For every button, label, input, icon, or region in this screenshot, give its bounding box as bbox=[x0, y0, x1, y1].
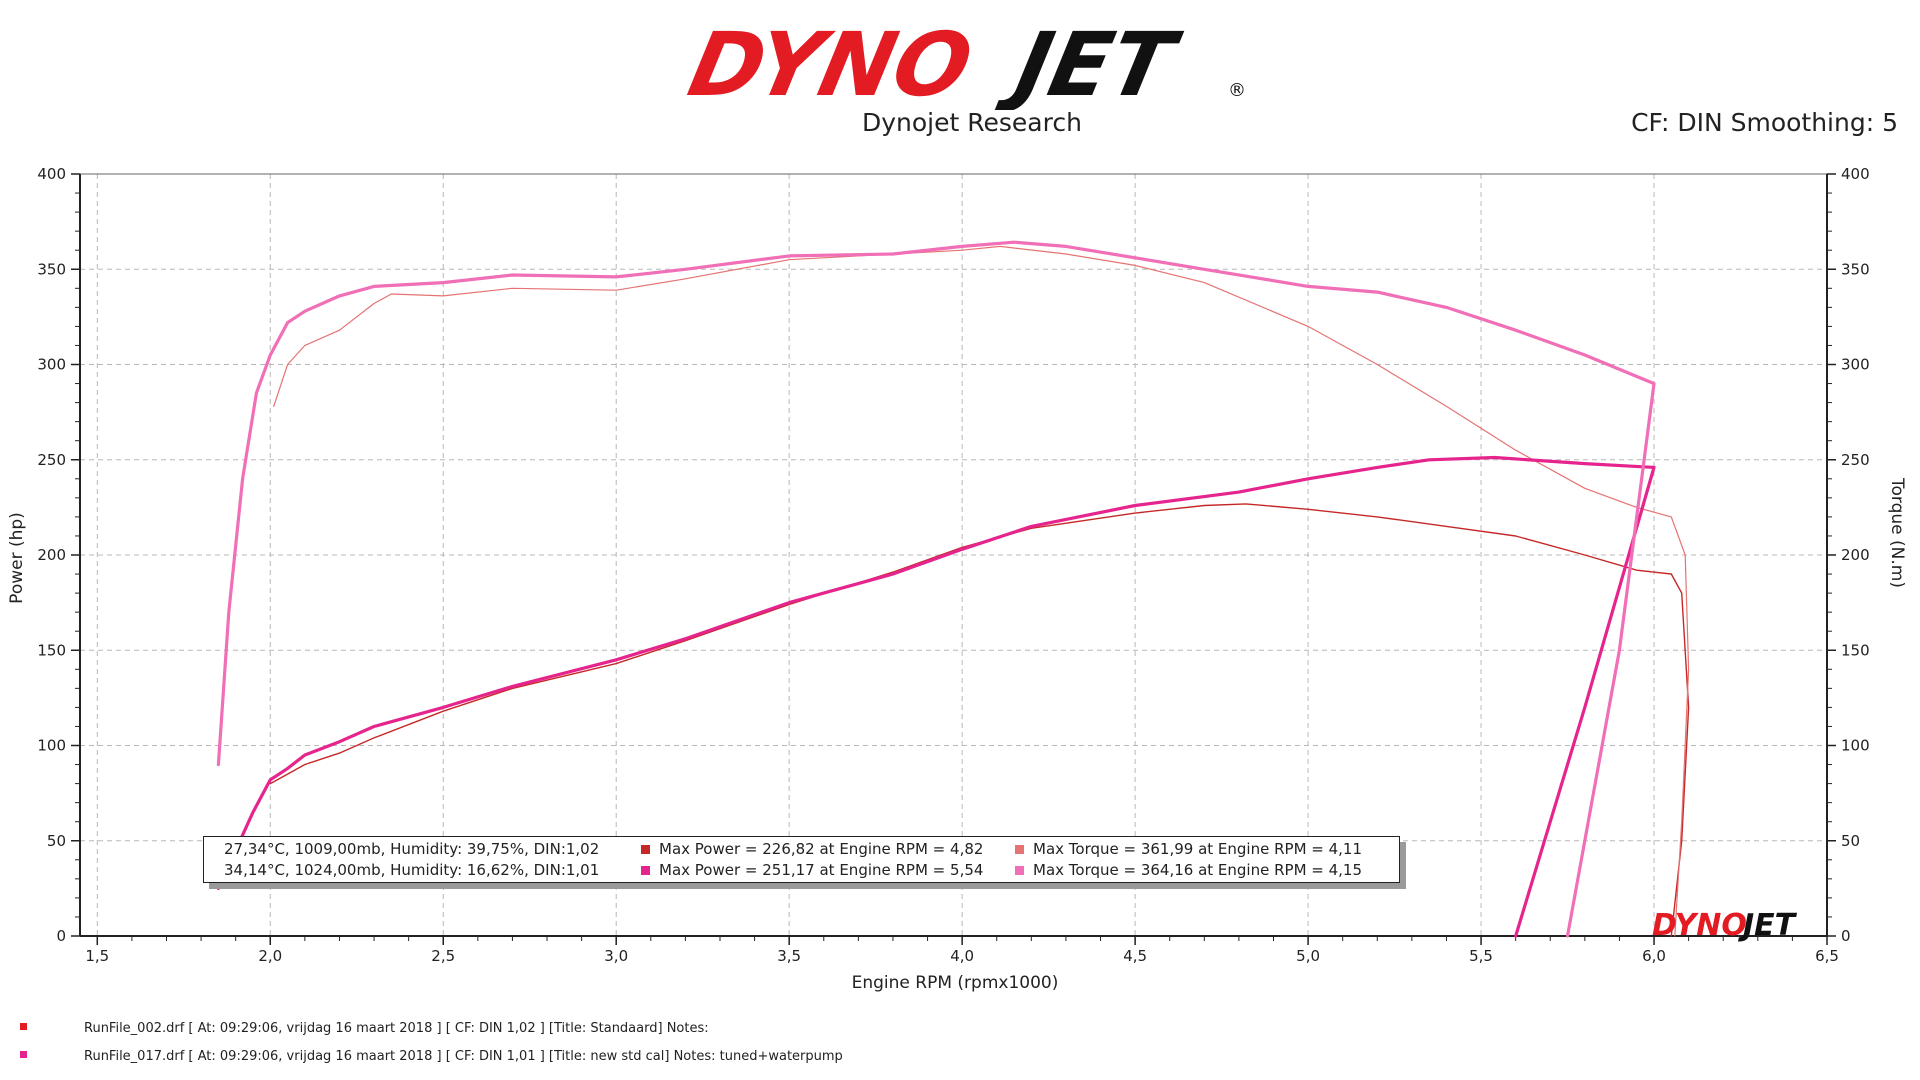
footer-run-2: RunFile_017.drf [ At: 09:29:06, vrijdag … bbox=[0, 1049, 1000, 1067]
y-axis-title-left: Power (hp) bbox=[7, 512, 27, 604]
y-tick-label-left: 50 bbox=[47, 832, 66, 850]
watermark-jet: JET bbox=[1738, 908, 1798, 943]
y-tick-label-left: 0 bbox=[56, 927, 66, 945]
x-tick-label: 3,5 bbox=[777, 947, 801, 965]
legend-row-run1: 27,34°C, 1009,00mb, Humidity: 39,75%, DI… bbox=[204, 838, 1399, 860]
y-tick-label-right: 400 bbox=[1841, 165, 1870, 183]
legend: 27,34°C, 1009,00mb, Humidity: 39,75%, DI… bbox=[203, 836, 1400, 883]
legend-max-torque: Max Torque = 364,16 at Engine RPM = 4,15 bbox=[1033, 861, 1363, 879]
y-tick-label-left: 350 bbox=[37, 260, 66, 278]
dynojet-logo: DYNO JET ® bbox=[681, 13, 1246, 110]
grid bbox=[80, 173, 1828, 937]
run-file-info: RunFile_002.drf [ At: 09:29:06, vrijdag … bbox=[84, 1021, 709, 1036]
legend-swatch-power bbox=[641, 845, 650, 854]
series-line-4 bbox=[216, 240, 1656, 938]
y-tick-label-right: 100 bbox=[1841, 737, 1870, 755]
y-tick-label-right: 50 bbox=[1841, 832, 1860, 850]
legend-swatch-torque bbox=[1015, 845, 1024, 854]
legend-row-run2: 34,14°C, 1024,00mb, Humidity: 16,62%, DI… bbox=[204, 859, 1399, 881]
cf-smoothing-info: CF: DIN Smoothing: 5 bbox=[1631, 108, 1898, 137]
y-tick-label-left: 300 bbox=[37, 356, 66, 374]
x-tick-label: 6,0 bbox=[1642, 947, 1666, 965]
legend-max-torque: Max Torque = 361,99 at Engine RPM = 4,11 bbox=[1033, 840, 1363, 858]
footer-run-1: RunFile_002.drf [ At: 09:29:06, vrijdag … bbox=[0, 1021, 1000, 1039]
series-line-2 bbox=[273, 245, 1690, 937]
legend-conditions: 34,14°C, 1024,00mb, Humidity: 16,62%, DI… bbox=[224, 861, 600, 879]
x-tick-label: 4,0 bbox=[950, 947, 974, 965]
x-tick-label: 5,5 bbox=[1469, 947, 1493, 965]
axes: 1,5 2,0 2,5 3,0 3,5 4,0 4,5 5,0 5,5 6,0 6,50 050 501… bbox=[37, 165, 1869, 965]
run-file-info: RunFile_017.drf [ At: 09:29:06, vrijdag … bbox=[84, 1049, 843, 1064]
logo-text-jet: JET bbox=[993, 13, 1189, 110]
y-tick-label-right: 0 bbox=[1841, 927, 1851, 945]
x-tick-label: 1,5 bbox=[85, 947, 109, 965]
x-tick-label: 2,5 bbox=[431, 947, 455, 965]
y-tick-label-right: 350 bbox=[1841, 260, 1870, 278]
run-color-marker bbox=[20, 1023, 27, 1030]
y-tick-label-right: 250 bbox=[1841, 451, 1870, 469]
run-color-marker bbox=[20, 1051, 27, 1058]
x-tick-label: 3,0 bbox=[604, 947, 628, 965]
y-tick-label-right: 200 bbox=[1841, 546, 1870, 564]
y-tick-label-left: 200 bbox=[37, 546, 66, 564]
legend-swatch-torque bbox=[1015, 866, 1024, 875]
y-tick-label-left: 150 bbox=[37, 641, 66, 659]
x-tick-label: 4,5 bbox=[1123, 947, 1147, 965]
x-axis-title: Engine RPM (rpmx1000) bbox=[852, 973, 1059, 993]
y-tick-label-right: 300 bbox=[1841, 356, 1870, 374]
watermark-dyno: DYNO bbox=[1652, 908, 1747, 943]
legend-max-power: Max Power = 226,82 at Engine RPM = 4,82 bbox=[659, 840, 984, 858]
x-tick-label: 5,0 bbox=[1296, 947, 1320, 965]
y-axis-title-right: Torque (N.m) bbox=[1887, 477, 1907, 588]
legend-swatch-power bbox=[641, 866, 650, 875]
x-tick-label: 2,0 bbox=[258, 947, 282, 965]
x-tick-label: 6,5 bbox=[1815, 947, 1839, 965]
dynojet-watermark: DYNO JET bbox=[1652, 908, 1798, 943]
registered-mark: ® bbox=[1228, 80, 1246, 101]
series-line-3 bbox=[216, 455, 1656, 938]
y-tick-label-left: 400 bbox=[37, 165, 66, 183]
series-layer bbox=[216, 240, 1690, 938]
y-tick-label-left: 250 bbox=[37, 451, 66, 469]
series-line-1 bbox=[269, 503, 1690, 937]
y-tick-label-left: 100 bbox=[37, 737, 66, 755]
subtitle: Dynojet Research bbox=[862, 108, 1082, 137]
legend-conditions: 27,34°C, 1009,00mb, Humidity: 39,75%, DI… bbox=[224, 840, 600, 858]
logo-text-dyno: DYNO bbox=[681, 13, 981, 110]
legend-max-power: Max Power = 251,17 at Engine RPM = 5,54 bbox=[659, 861, 984, 879]
y-tick-label-right: 150 bbox=[1841, 641, 1870, 659]
